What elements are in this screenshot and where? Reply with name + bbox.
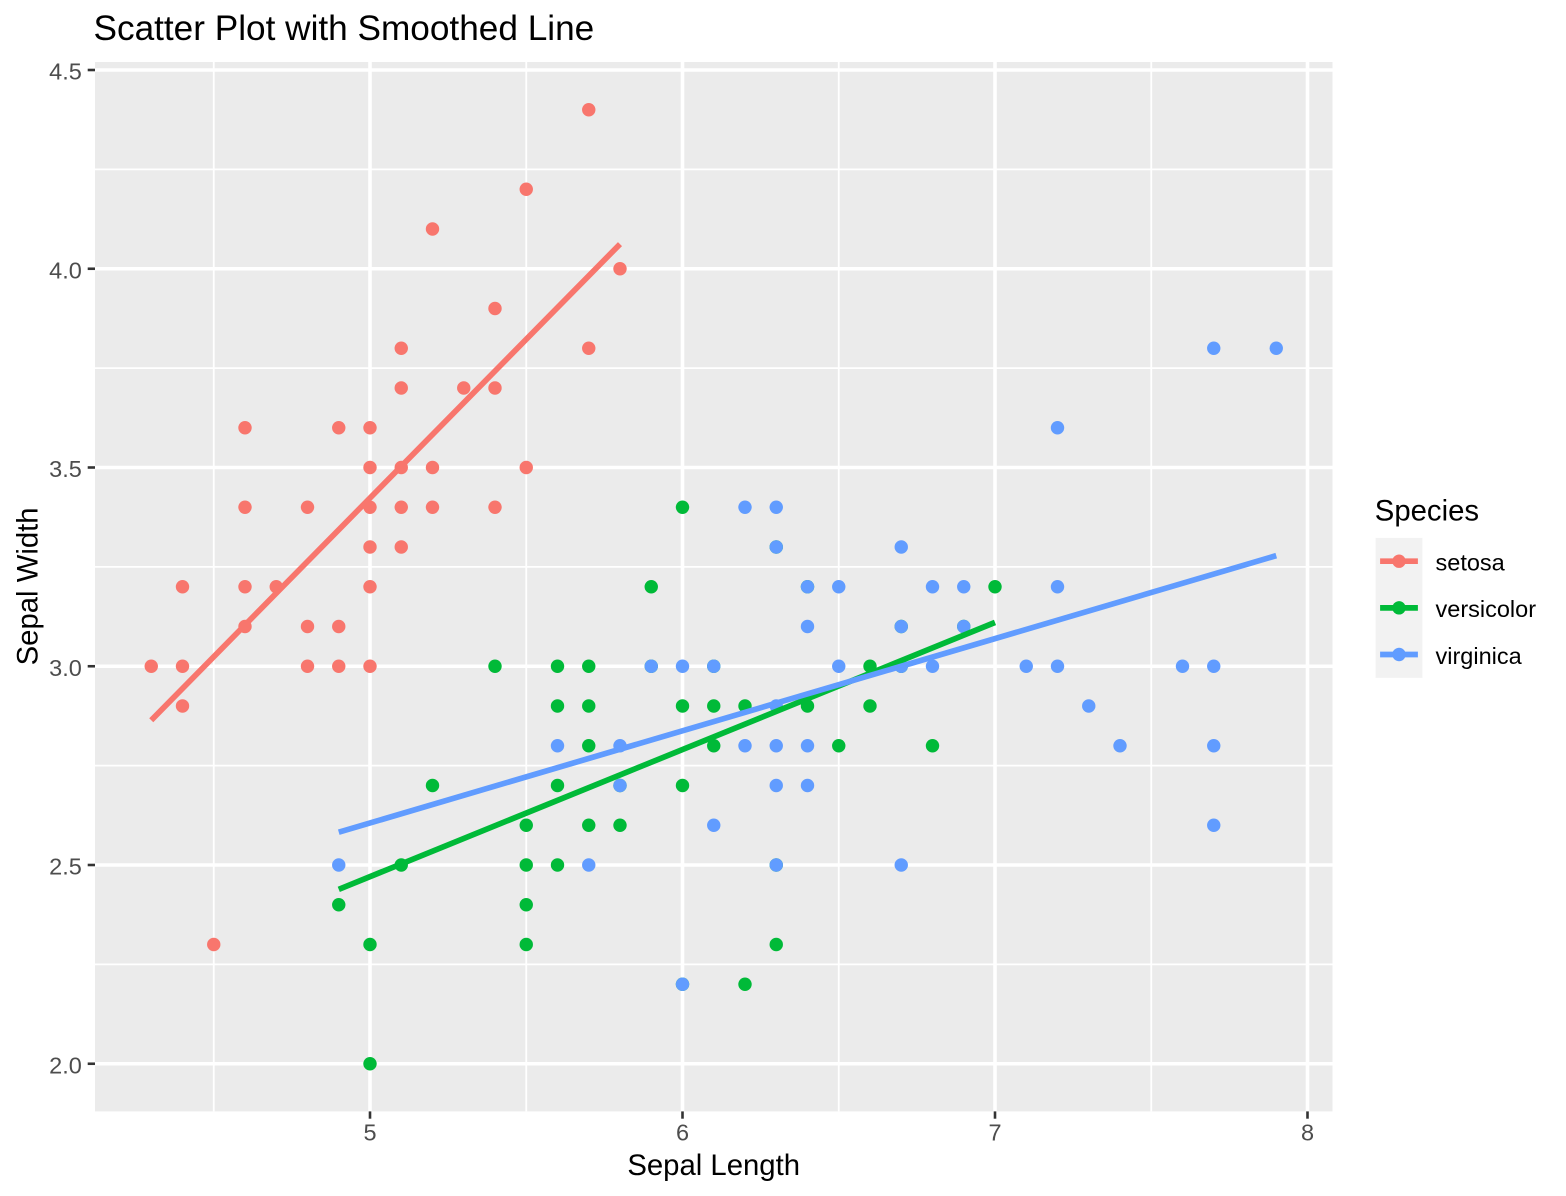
svg-text:3.0: 3.0 bbox=[49, 655, 82, 681]
svg-text:versicolor: versicolor bbox=[1436, 596, 1537, 622]
svg-text:5: 5 bbox=[363, 1120, 376, 1146]
svg-text:7: 7 bbox=[988, 1120, 1001, 1146]
svg-text:2.5: 2.5 bbox=[49, 854, 82, 880]
svg-text:Sepal Width: Sepal Width bbox=[11, 507, 44, 665]
svg-text:2.0: 2.0 bbox=[49, 1052, 82, 1078]
svg-text:setosa: setosa bbox=[1436, 550, 1506, 576]
svg-text:4.5: 4.5 bbox=[49, 59, 82, 85]
svg-text:6: 6 bbox=[676, 1120, 689, 1146]
svg-text:virginica: virginica bbox=[1436, 643, 1523, 669]
svg-text:3.5: 3.5 bbox=[49, 456, 82, 482]
svg-text:Sepal Length: Sepal Length bbox=[627, 1149, 800, 1182]
svg-text:8: 8 bbox=[1301, 1120, 1314, 1146]
svg-text:Scatter Plot with Smoothed Lin: Scatter Plot with Smoothed Line bbox=[94, 9, 595, 48]
svg-text:4.0: 4.0 bbox=[49, 257, 82, 283]
svg-text:Species: Species bbox=[1375, 494, 1479, 527]
